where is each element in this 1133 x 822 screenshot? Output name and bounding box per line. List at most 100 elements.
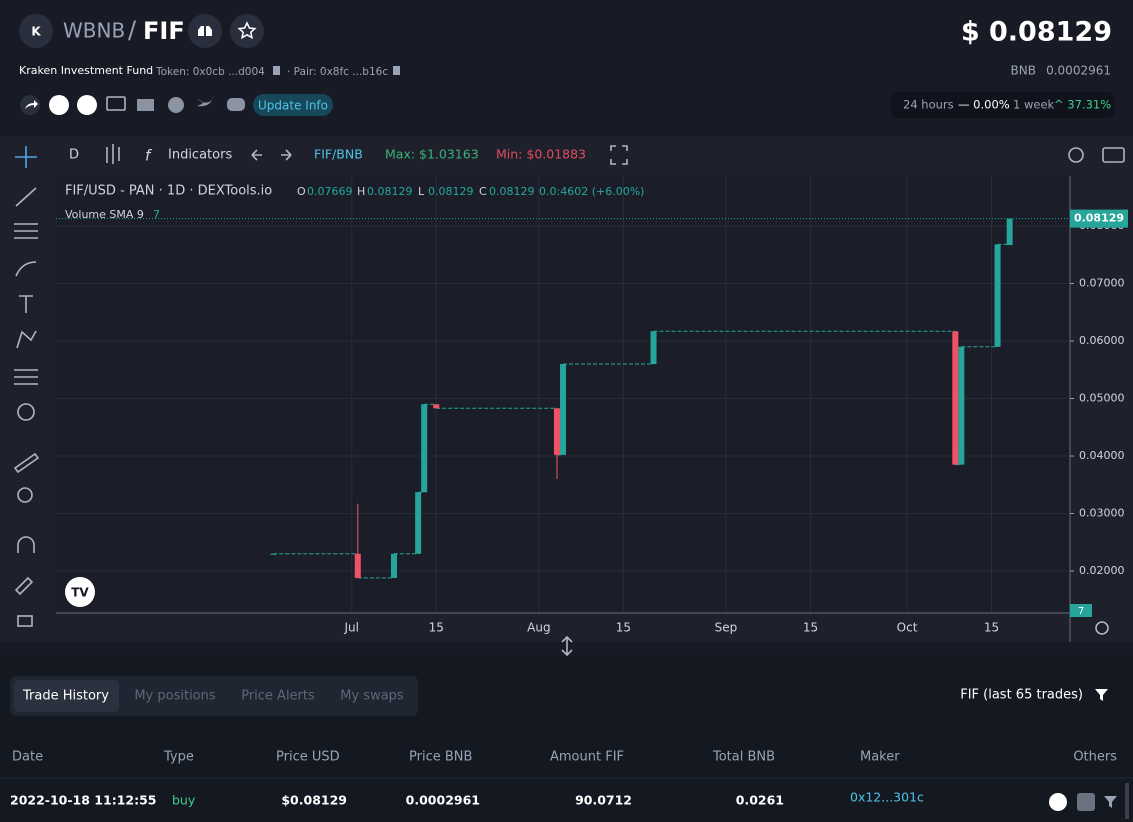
x-tick-label: 15 — [984, 621, 999, 635]
max-price: Max: $1.03163 — [385, 147, 479, 162]
candle-body — [560, 364, 566, 455]
redo-button[interactable] — [281, 149, 292, 161]
bnb-label: BNB — [1011, 64, 1036, 78]
candle-body — [650, 331, 657, 365]
legend-key: O — [297, 185, 306, 198]
emoji-tool[interactable] — [17, 403, 35, 421]
lock-drawings-tool[interactable] — [14, 576, 34, 596]
volume-legend: Volume SMA 9 — [65, 208, 144, 221]
undo-button[interactable] — [251, 149, 262, 161]
prediction-tool[interactable] — [14, 369, 38, 385]
update-info-button[interactable] — [253, 94, 333, 116]
search-button[interactable] — [188, 14, 222, 48]
settings-button[interactable] — [1068, 147, 1084, 163]
discord-link[interactable] — [227, 98, 245, 111]
candle-body — [958, 346, 965, 465]
resize-handle[interactable] — [561, 635, 573, 657]
screenshot-button[interactable] — [1102, 147, 1125, 163]
column-header[interactable]: Amount FIF — [550, 750, 624, 765]
copy-icon[interactable] — [273, 66, 280, 75]
fib-tool[interactable] — [14, 223, 38, 239]
bscscan-link[interactable] — [1049, 793, 1067, 811]
candle-body — [1006, 218, 1013, 246]
candle-body — [433, 404, 440, 409]
fullscreen-button[interactable] — [610, 145, 628, 165]
binoculars-icon — [198, 26, 212, 36]
x-tick-label: Sep — [715, 621, 738, 635]
text-tool[interactable] — [19, 295, 33, 313]
y-tick-label: 0.02000 — [1079, 564, 1125, 577]
candle-body — [415, 492, 422, 554]
maker-filter[interactable] — [1104, 796, 1117, 808]
column-header[interactable]: Total BNB — [712, 750, 775, 765]
axis-settings[interactable] — [1095, 621, 1109, 635]
email-link[interactable] — [137, 99, 154, 111]
tradingview-logo[interactable] — [65, 577, 95, 607]
table-cell: 2022-10-18 11:12:55 — [10, 793, 157, 808]
pattern-tool[interactable] — [16, 330, 37, 349]
crosshair-tool[interactable] — [15, 146, 37, 168]
telegram-link[interactable] — [168, 97, 184, 113]
copy-icon[interactable] — [393, 66, 400, 75]
brush-tool[interactable] — [15, 261, 37, 277]
x-tick-label: 15 — [803, 621, 818, 635]
tab[interactable]: Price Alerts — [241, 689, 315, 704]
table-cell[interactable]: 0x12...301c — [850, 790, 924, 805]
filter-button[interactable] — [1095, 689, 1108, 701]
change-value: — 0.00% — [958, 98, 1010, 112]
trade-table: Date Type Price USD Price BNB Amount FIF Tota… — [10, 750, 1117, 808]
candle-body — [421, 404, 428, 493]
pair-switch[interactable]: FIF/BNB — [314, 147, 363, 162]
chart-style-button[interactable] — [106, 144, 120, 164]
price-tag: 0.08129 — [1074, 212, 1124, 225]
x-tick-label: 15 — [616, 621, 631, 635]
website-link[interactable] — [106, 96, 126, 111]
legend-value: 0.08129 — [367, 185, 413, 198]
fx-icon: f — [145, 147, 153, 165]
x-tick-label: Aug — [527, 621, 550, 635]
column-header[interactable]: Price BNB — [409, 750, 472, 765]
period-label: 1 week — [1013, 98, 1055, 112]
zoom-tool[interactable] — [17, 487, 33, 503]
indicators-button[interactable]: Indicators — [168, 148, 232, 163]
volume-legend-value: 7 — [153, 208, 160, 221]
column-header[interactable]: Price USD — [276, 750, 340, 765]
tab[interactable]: My positions — [134, 689, 216, 704]
x-tick-label: 15 — [429, 621, 444, 635]
slash: / — [128, 16, 137, 44]
legend-value: 0.08129 — [489, 185, 535, 198]
token-address: Token: 0x0cb ...d004 — [155, 66, 265, 78]
price-usd: $ 0.08129 — [961, 17, 1112, 48]
drawing-toolbar — [13, 146, 40, 627]
table-cell: buy — [172, 793, 196, 808]
twitter-link[interactable] — [197, 96, 213, 107]
avatar — [19, 14, 53, 48]
volume-tag-bg — [1070, 604, 1092, 617]
legend-title: FIF/USD - PAN · 1D · DEXTools.io — [65, 184, 272, 199]
tabs: Trade History My positions Price Alerts My … — [22, 689, 404, 704]
column-header[interactable]: Date — [12, 750, 43, 765]
trend-line-tool[interactable] — [15, 187, 37, 207]
y-tick-label: 0.03000 — [1079, 507, 1125, 520]
y-tick-label: 0.06000 — [1079, 334, 1125, 347]
pair-address: · Pair: 0x8fc ...b16c — [287, 66, 388, 78]
legend-value: 0.08129 — [428, 185, 474, 198]
tab[interactable]: My swaps — [340, 689, 404, 704]
favorite-button[interactable] — [230, 14, 264, 48]
volume-tag: 7 — [1078, 606, 1084, 617]
legend-value: 0.07669 — [307, 185, 353, 198]
measure-tool[interactable] — [13, 452, 40, 474]
price-tag-bg — [1070, 209, 1128, 228]
lock-tool[interactable] — [17, 615, 33, 627]
share-icon — [25, 100, 38, 109]
candle-body — [952, 331, 959, 465]
tab[interactable]: Trade History — [22, 689, 109, 704]
table-cell: 0.0261 — [736, 793, 784, 808]
dex-link[interactable] — [77, 95, 97, 115]
legend-key: H — [357, 185, 365, 198]
column-header[interactable]: Type — [163, 750, 194, 765]
magnet-tool[interactable] — [17, 536, 35, 553]
interval-button[interactable]: D — [69, 148, 79, 163]
trade-filter-label: FIF (last 65 trades) — [960, 688, 1083, 703]
bscscan-link[interactable] — [49, 95, 69, 115]
